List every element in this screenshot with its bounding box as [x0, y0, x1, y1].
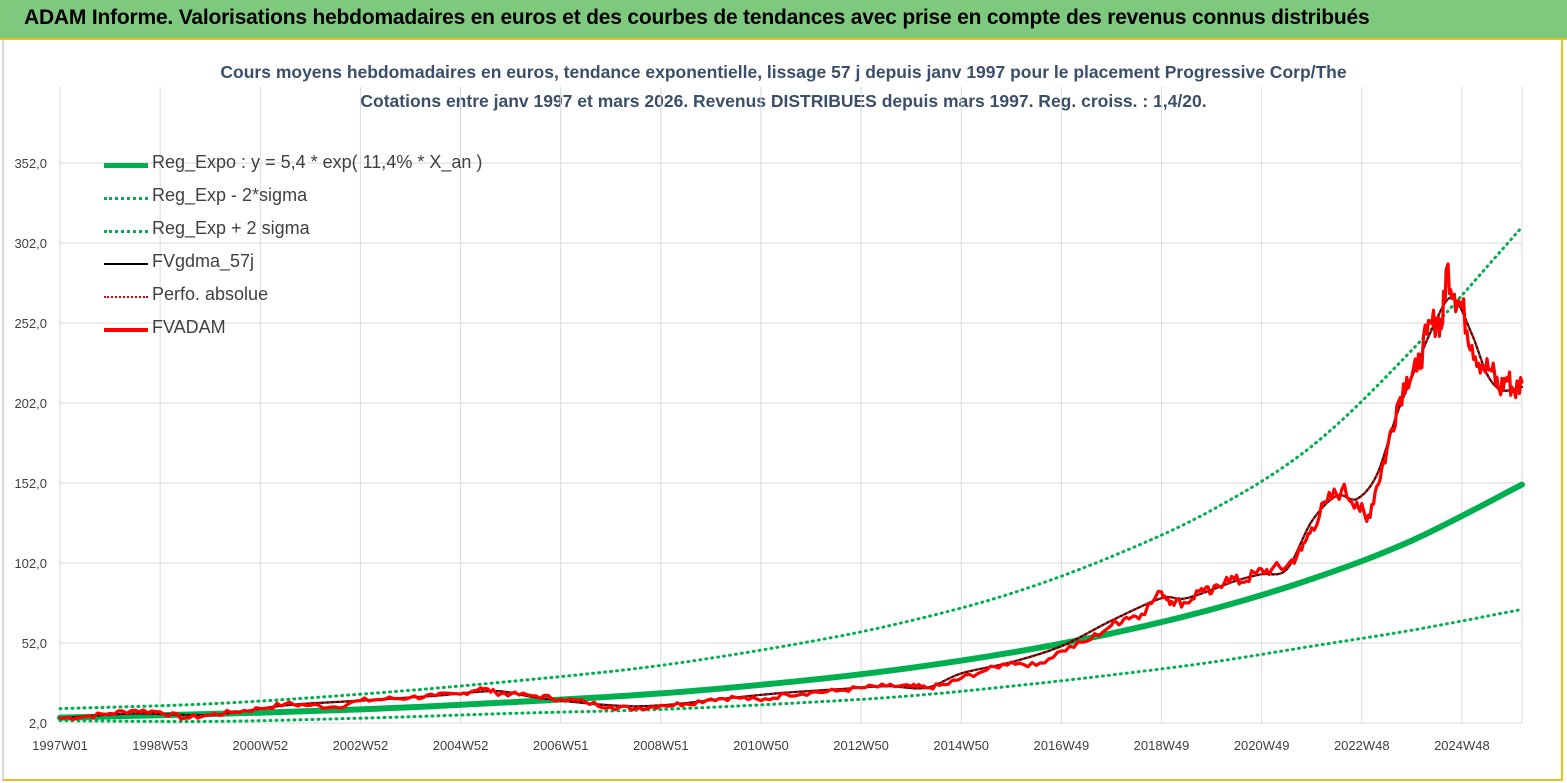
- y-tick-label: 152,0: [14, 476, 47, 491]
- chart-subtitle: Cotations entre janv 1997 et mars 2026. …: [360, 91, 1207, 111]
- legend-swatch-perfo: [104, 296, 148, 298]
- legend-label-reg-exp-minus: Reg_Exp - 2*sigma: [152, 185, 308, 205]
- x-tick-label: 2012W50: [833, 738, 889, 753]
- y-tick-label: 102,0: [14, 556, 47, 571]
- grid-lines: [59, 87, 1523, 724]
- x-tick-label: 2008W51: [633, 738, 689, 753]
- header-banner: ADAM Informe. Valorisations hebdomadaire…: [0, 0, 1567, 40]
- x-tick-label: 1998W53: [132, 738, 188, 753]
- chart-title: Cours moyens hebdomadaires en euros, ten…: [220, 62, 1347, 82]
- y-tick-label: 302,0: [14, 236, 47, 251]
- x-tick-label: 2014W50: [933, 738, 989, 753]
- x-tick-label: 2004W52: [433, 738, 489, 753]
- chart-frame: [2, 40, 1563, 781]
- y-tick-label: 52,0: [22, 636, 47, 651]
- x-tick-label: 2006W51: [533, 738, 589, 753]
- report-title: ADAM Informe. Valorisations hebdomadaire…: [24, 6, 1370, 29]
- x-tick-label: 2000W52: [232, 738, 288, 753]
- x-tick-label: 2016W49: [1034, 738, 1090, 753]
- x-tick-label: 2024W48: [1434, 738, 1490, 753]
- legend-label-fvadam: FVADAM: [152, 317, 226, 337]
- legend-label-fvgdma: FVgdma_57j: [152, 251, 255, 271]
- legend-swatch-fvgdma: [104, 263, 148, 265]
- series-lines: [57, 225, 1525, 723]
- legend-label-reg-exp-plus: Reg_Exp + 2 sigma: [152, 218, 310, 238]
- x-tick-label: 2022W48: [1334, 738, 1390, 753]
- x-tick-label: 2002W52: [333, 738, 389, 753]
- legend-swatch-reg-expo: [104, 163, 148, 168]
- x-tick-label: 2018W49: [1134, 738, 1190, 753]
- y-tick-label: 2,0: [29, 716, 47, 731]
- y-tick-label: 252,0: [14, 316, 47, 331]
- y-tick-label: 202,0: [14, 396, 47, 411]
- legend-swatch-fvadam: [104, 328, 148, 332]
- series-fvgdma-57j: [58, 296, 1524, 720]
- y-axis-ticks: 2,0 52,0 102,0 152,0 202,0 252,0 302,0 352,0: [14, 156, 47, 731]
- series-reg-expo: [57, 481, 1525, 721]
- legend-swatch-reg-exp-minus: [104, 197, 148, 200]
- x-tick-label: 1997W01: [32, 738, 88, 753]
- legend-swatch-reg-exp-plus: [104, 230, 148, 233]
- y-tick-label: 352,0: [14, 156, 47, 171]
- legend-label-perfo: Perfo. absolue: [152, 284, 269, 304]
- series-reg-exp-minus-2sigma: [58, 607, 1524, 723]
- series-fvadam: [58, 262, 1524, 721]
- series-reg-exp-plus-2sigma: [58, 225, 1524, 711]
- x-axis-ticks: 1997W01 1998W53 2000W52 2002W52 2004W52 2006W…: [32, 738, 1490, 753]
- legend-label-reg-expo: Reg_Expo : y = 5,4 * exp( 11,4% * X_an ): [152, 152, 483, 172]
- series-perfo-absolue: [59, 296, 1523, 719]
- x-tick-label: 2020W49: [1234, 738, 1290, 753]
- x-tick-label: 2010W50: [733, 738, 789, 753]
